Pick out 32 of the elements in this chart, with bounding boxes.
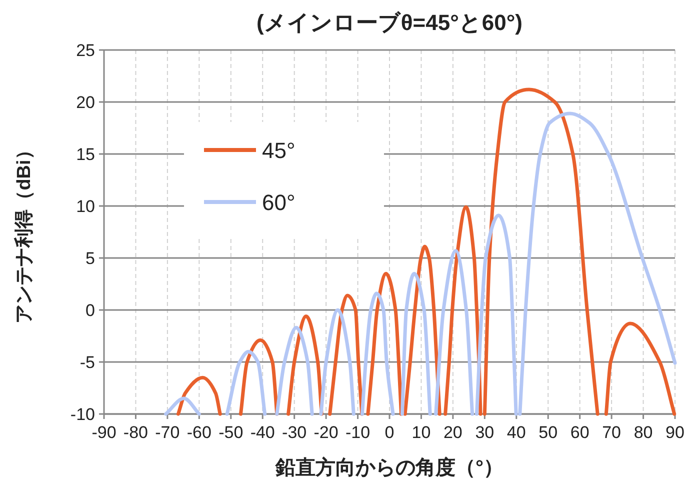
x-tick-label: -80	[123, 423, 148, 442]
x-tick-label: -10	[345, 423, 370, 442]
x-tick-label: 0	[384, 423, 394, 442]
x-tick-label: 90	[666, 423, 684, 442]
x-tick-label: -50	[218, 423, 244, 442]
y-tick-label: 25	[76, 41, 95, 60]
x-tick-label: 30	[475, 423, 494, 442]
x-axis-title: 鉛直方向からの角度（°）	[274, 456, 504, 479]
x-tick-label: -60	[186, 423, 212, 442]
x-tick-label: 60	[570, 423, 590, 442]
x-tick-label: 10	[412, 423, 431, 442]
x-tick-label: 70	[602, 423, 622, 442]
legend-label: 45°	[262, 138, 296, 163]
y-tick-label: 10	[76, 197, 95, 216]
x-tick-label: 50	[538, 423, 558, 442]
x-tick-label: -40	[250, 423, 275, 442]
x-tick-label: 40	[506, 423, 526, 442]
x-tick-label: 20	[443, 423, 462, 442]
x-tick-label: -70	[155, 423, 180, 442]
x-tick-label: 80	[634, 423, 653, 442]
y-axis-title: アンテナ利得（dBi）	[13, 140, 35, 324]
y-tick-label: 5	[86, 249, 95, 268]
y-tick-label: -10	[70, 405, 95, 424]
y-tick-label: 0	[86, 301, 95, 320]
y-tick-label: 15	[76, 145, 95, 164]
legend-label: 60°	[262, 190, 296, 215]
chart-title: (メインローブθ=45°と60°)	[256, 10, 522, 35]
x-tick-label: -20	[314, 423, 338, 442]
y-tick-label: 20	[76, 93, 95, 112]
y-tick-label: -5	[80, 353, 95, 372]
x-tick-label: -30	[282, 423, 307, 442]
x-tick-label: -90	[92, 423, 116, 442]
